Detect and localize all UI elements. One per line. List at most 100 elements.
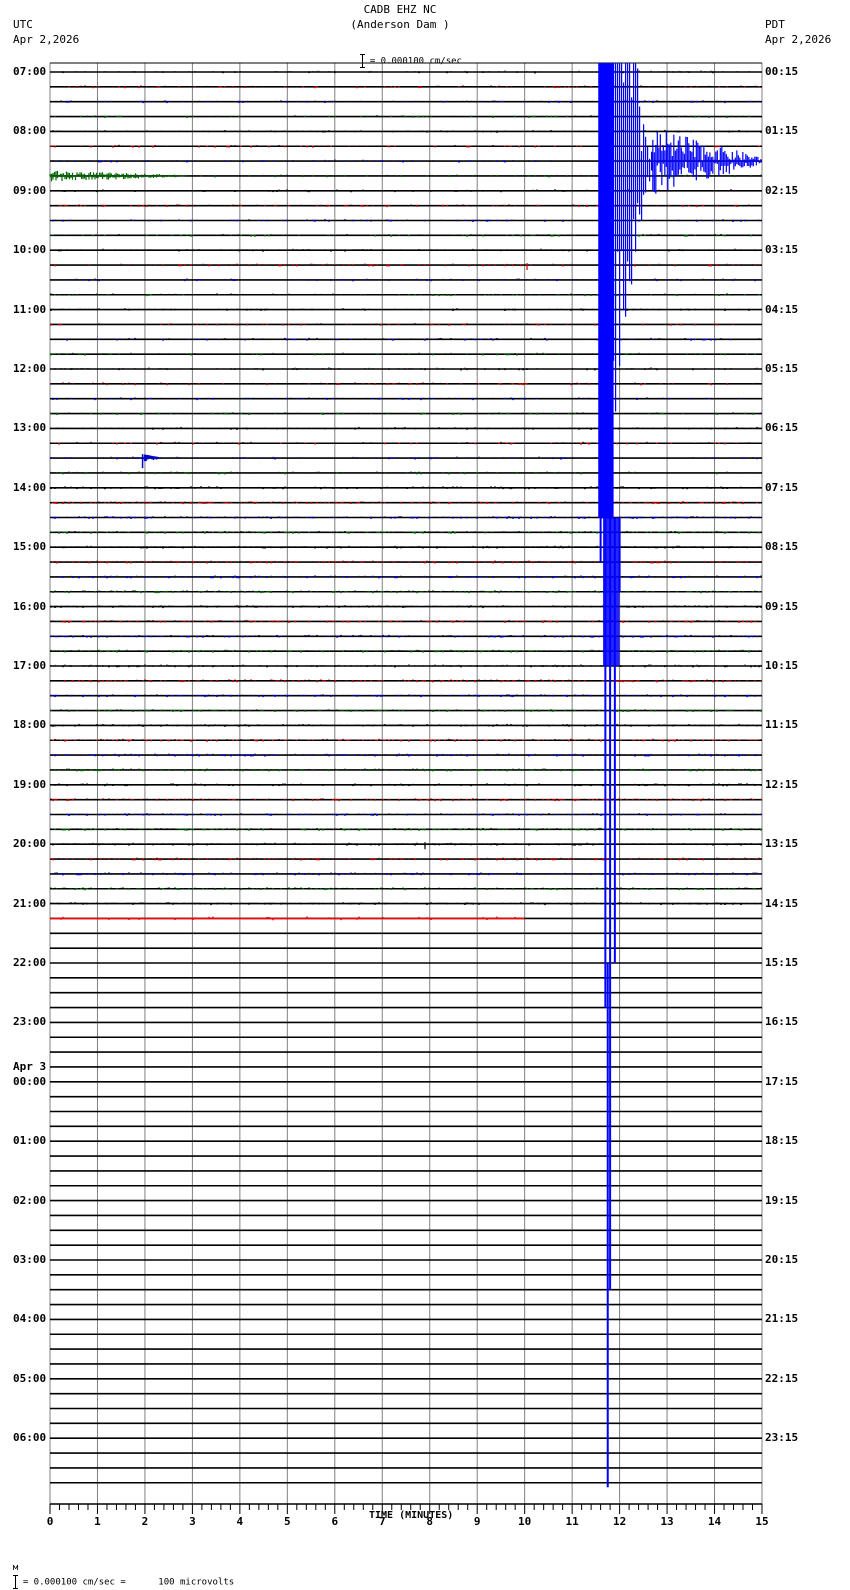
scale-bar-icon — [12, 1575, 18, 1589]
x-tick-label: 0 — [46, 1515, 54, 1528]
local-hour-label: 15:15 — [765, 956, 799, 969]
x-tick-label: 8 — [426, 1515, 434, 1528]
utc-hour-label: 02:00 — [13, 1193, 47, 1207]
local-hour-label: 17:15 — [765, 1074, 799, 1088]
utc-hour-label: 08:00 — [13, 124, 47, 138]
trace-signal — [50, 857, 762, 861]
local-hour-label: 01:15 — [765, 124, 799, 138]
utc-hour-label: 13:00 — [13, 421, 47, 435]
utc-hour-label: 17:00 — [13, 659, 47, 672]
scale-legend: = 0.000100 cm/sec — [349, 40, 462, 69]
trace-signal — [52, 738, 762, 742]
trace-signal — [50, 887, 762, 891]
utc-hour-label: 05:00 — [13, 1371, 47, 1385]
trace-signal — [50, 694, 762, 698]
utc-hour-label: 19:00 — [13, 777, 47, 791]
utc-hour-label: 09:00 — [13, 183, 47, 197]
trace-signal — [52, 263, 760, 267]
trace-signal — [50, 412, 762, 416]
trace-signal — [50, 352, 756, 356]
trace-signal — [58, 248, 762, 252]
regional-event-waveform — [49, 170, 188, 182]
trace-signal — [52, 590, 762, 594]
local-hour-label: 19:15 — [765, 1193, 799, 1207]
local-hour-label: 07:15 — [765, 480, 799, 494]
trace-signal — [50, 293, 760, 297]
x-tick-label: 7 — [378, 1515, 386, 1528]
left-date: Apr 2,2026 — [13, 33, 80, 46]
station-title: CADB EHZ NC — [363, 3, 437, 16]
earthquake-waveform — [613, 63, 762, 412]
utc-hour-label: 23:00 — [13, 1015, 47, 1029]
x-tick-label: 6 — [331, 1515, 339, 1528]
trace-signal — [50, 382, 758, 386]
trace-signal — [50, 798, 762, 802]
utc-hour-label: 15:00 — [13, 540, 47, 554]
x-tick-label: 11 — [565, 1515, 579, 1528]
trace-signal — [50, 516, 760, 519]
trace-signal — [54, 827, 762, 831]
trace-signal — [54, 441, 750, 445]
trace-signal — [52, 219, 760, 222]
local-hour-label: 20:15 — [765, 1253, 799, 1266]
local-hour-label: 18:15 — [765, 1134, 799, 1148]
earthquake-saturation — [598, 63, 614, 518]
local-hour-label: 12:15 — [765, 777, 799, 791]
local-hour-label: 16:15 — [765, 1015, 799, 1029]
local-hour-label: 11:15 — [765, 718, 799, 732]
utc-hour-label: 10:00 — [13, 243, 47, 257]
trace-signal — [50, 634, 758, 638]
local-hour-label: 02:15 — [765, 183, 799, 197]
local-hour-label: 04:15 — [765, 302, 799, 316]
utc-hour-label: 06:00 — [13, 1431, 47, 1445]
scale-bar-icon — [359, 54, 365, 68]
local-hour-label: 08:15 — [765, 540, 799, 554]
local-hour-label: 06:15 — [765, 421, 799, 435]
x-tick-label: 2 — [141, 1515, 149, 1528]
trace-signal — [50, 916, 525, 921]
footer-scale-text: = 0.000100 cm/sec = 100 microvolts — [22, 1577, 235, 1588]
x-axis-title: TIME (MINUTES) — [369, 1510, 454, 1521]
utc-hour-label: 18:00 — [13, 718, 47, 732]
utc-hour-label: 20:00 — [13, 837, 47, 851]
utc-hour-label: 04:00 — [13, 1312, 47, 1326]
local-event-waveform — [141, 454, 159, 469]
utc-hour-label: 07:00 — [13, 65, 47, 78]
utc-hour-label: 14:00 — [13, 480, 47, 494]
x-tick-label: 12 — [612, 1515, 627, 1528]
right-date: Apr 2,2026 — [765, 33, 832, 46]
x-tick-label: 1 — [94, 1515, 101, 1528]
utc-hour-label: 16:00 — [13, 599, 47, 613]
utc-hour-label: 03:00 — [13, 1253, 47, 1266]
trace-signal — [54, 367, 758, 371]
local-hour-label: 05:15 — [765, 362, 799, 375]
trace-signal — [50, 144, 760, 148]
footer-scale: м = 0.000100 cm/sec = 100 microvolts — [2, 1547, 234, 1590]
footer-prefix: м — [12, 1563, 19, 1573]
x-tick-label: 4 — [236, 1515, 244, 1528]
trace-signal — [60, 337, 760, 341]
local-hour-label: 23:15 — [765, 1431, 799, 1445]
x-tick-label: 15 — [755, 1515, 769, 1528]
trace-signal — [64, 679, 762, 683]
utc-hour-label: 22:00 — [13, 956, 47, 969]
trace-signal — [52, 753, 758, 757]
utc-date-label: Apr 3 — [13, 1059, 47, 1073]
local-hour-label: 21:15 — [765, 1312, 799, 1326]
x-tick-label: 3 — [189, 1515, 196, 1528]
x-tick-label: 5 — [284, 1515, 291, 1528]
left-timezone: UTC — [13, 18, 33, 31]
x-tick-label: 10 — [518, 1515, 532, 1528]
scale-legend-text: = 0.000100 cm/sec — [369, 56, 462, 67]
trace-signal — [52, 619, 760, 623]
trace-signal — [50, 575, 762, 579]
utc-hour-label: 01:00 — [13, 1134, 47, 1148]
trace-signal — [50, 471, 760, 475]
trace-signal — [54, 872, 762, 876]
right-timezone: PDT — [765, 18, 785, 31]
trace-signal — [50, 322, 746, 326]
local-hour-label: 09:15 — [765, 599, 799, 613]
trace-signal — [50, 813, 762, 816]
x-tick-label: 13 — [660, 1515, 674, 1528]
